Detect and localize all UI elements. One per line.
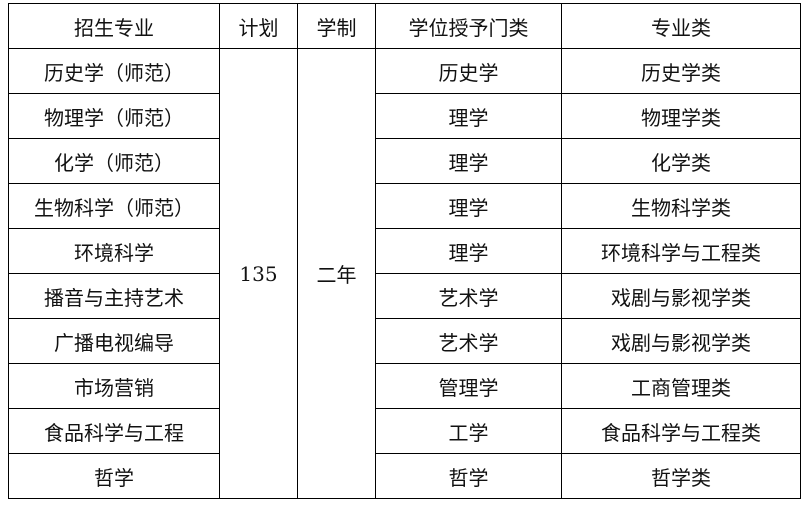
- cell-degree: 理学: [375, 138, 562, 184]
- cell-category: 食品科学与工程类: [561, 408, 801, 454]
- cell-major: 生物科学（师范）: [8, 183, 220, 229]
- header-major: 招生专业: [8, 3, 220, 49]
- table-row: 生物科学（师范） 理学 生物科学类: [8, 183, 801, 229]
- table-row: 食品科学与工程 工学 食品科学与工程类: [8, 408, 801, 454]
- cell-category: 物理学类: [561, 93, 801, 139]
- cell-degree: 工学: [375, 408, 562, 454]
- cell-category: 戏剧与影视学类: [561, 318, 801, 364]
- cell-degree: 理学: [375, 228, 562, 274]
- header-category: 专业类: [561, 3, 801, 49]
- table-row: 市场营销 管理学 工商管理类: [8, 363, 801, 409]
- header-plan: 计划: [219, 3, 298, 49]
- cell-major: 广播电视编导: [8, 318, 220, 364]
- cell-degree: 哲学: [375, 453, 562, 499]
- table-row: 播音与主持艺术 艺术学 戏剧与影视学类: [8, 273, 801, 319]
- cell-major: 市场营销: [8, 363, 220, 409]
- cell-category: 哲学类: [561, 453, 801, 499]
- admissions-table: 招生专业 计划 学制 学位授予门类 专业类 历史学（师范） 135 二年 历史学 历史学…: [8, 3, 801, 499]
- table-row: 物理学（师范） 理学 物理学类: [8, 93, 801, 139]
- cell-major: 化学（师范）: [8, 138, 220, 184]
- cell-category: 环境科学与工程类: [561, 228, 801, 274]
- table-row: 环境科学 理学 环境科学与工程类: [8, 228, 801, 274]
- cell-category: 戏剧与影视学类: [561, 273, 801, 319]
- header-row: 招生专业 计划 学制 学位授予门类 专业类: [8, 3, 801, 49]
- cell-plan: 135: [219, 48, 298, 499]
- cell-degree: 理学: [375, 183, 562, 229]
- cell-degree: 管理学: [375, 363, 562, 409]
- cell-duration: 二年: [297, 48, 376, 499]
- cell-category: 工商管理类: [561, 363, 801, 409]
- table-row: 广播电视编导 艺术学 戏剧与影视学类: [8, 318, 801, 364]
- cell-category: 化学类: [561, 138, 801, 184]
- header-degree: 学位授予门类: [375, 3, 562, 49]
- cell-major: 环境科学: [8, 228, 220, 274]
- cell-major: 哲学: [8, 453, 220, 499]
- cell-major: 食品科学与工程: [8, 408, 220, 454]
- cell-degree: 历史学: [375, 48, 562, 94]
- cell-degree: 艺术学: [375, 273, 562, 319]
- cell-degree: 理学: [375, 93, 562, 139]
- cell-major: 历史学（师范）: [8, 48, 220, 94]
- cell-degree: 艺术学: [375, 318, 562, 364]
- cell-major: 播音与主持艺术: [8, 273, 220, 319]
- header-duration: 学制: [297, 3, 376, 49]
- cell-category: 生物科学类: [561, 183, 801, 229]
- table-row: 化学（师范） 理学 化学类: [8, 138, 801, 184]
- cell-category: 历史学类: [561, 48, 801, 94]
- cell-major: 物理学（师范）: [8, 93, 220, 139]
- table-row: 哲学 哲学 哲学类: [8, 453, 801, 499]
- table-row: 历史学（师范） 135 二年 历史学 历史学类: [8, 48, 801, 499]
